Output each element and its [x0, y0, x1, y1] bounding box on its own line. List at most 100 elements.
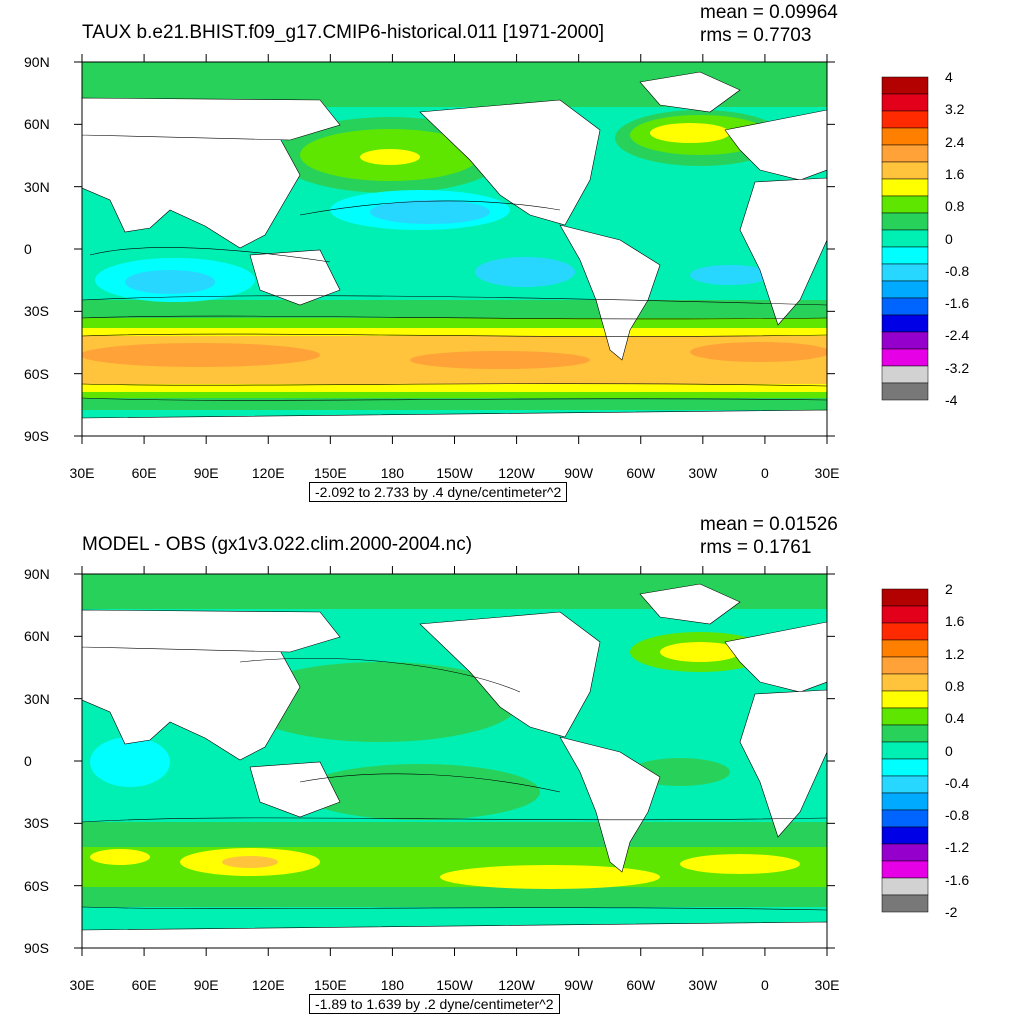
colorbar-swatch	[881, 212, 929, 231]
contour-info: -2.092 to 2.733 by .4 dyne/centimeter^2	[309, 482, 568, 502]
mean-value: mean = 0.01526	[700, 514, 838, 535]
colorbar-swatch	[881, 93, 929, 112]
colorbar-swatch	[881, 741, 929, 760]
contour-info: -1.89 to 1.639 by .2 dyne/centimeter^2	[309, 994, 560, 1014]
lon-label: 0	[761, 465, 769, 481]
colorbar-tick-label: 1.2	[945, 645, 965, 662]
lon-label: 120E	[251, 465, 285, 481]
colorbar-swatch	[881, 314, 929, 333]
contour-lines	[82, 200, 827, 401]
colorbar-tick-label: 2	[945, 581, 953, 597]
lon-label: 0	[761, 977, 769, 993]
colorbar-tick-label: -1.6	[945, 295, 970, 312]
lat-label: 90N	[24, 566, 50, 582]
colorbar-swatch	[881, 673, 929, 692]
north-pacific-positive	[240, 662, 520, 742]
colorbar-swatch	[881, 877, 929, 896]
lat-label: 90S	[24, 940, 49, 956]
lon-label: 30E	[69, 465, 95, 481]
colorbar-tick-label: -4	[945, 392, 958, 408]
colorbar-tick-label: -2.4	[945, 327, 970, 344]
colorbar-swatch	[881, 588, 929, 607]
lon-label: 180	[380, 465, 405, 481]
colorbar-tick-label: 0.8	[945, 198, 965, 215]
colorbar-swatch	[881, 263, 929, 282]
lon-label: 150E	[313, 465, 347, 481]
lon-label: 120W	[498, 465, 535, 481]
indian-negative	[90, 737, 170, 787]
lon-label: 60W	[626, 465, 656, 481]
colorbar-swatch	[881, 826, 929, 845]
lon-label: 150W	[436, 977, 473, 993]
lon-label: 150E	[313, 977, 347, 993]
colorbar-swatch	[881, 246, 929, 265]
colorbar-swatch	[881, 809, 929, 828]
colorbar	[881, 76, 929, 401]
colorbar-swatch	[881, 365, 929, 384]
contour-lines	[82, 657, 827, 911]
colorbar-tick-label: 0.8	[945, 677, 965, 694]
lon-label: 120E	[251, 977, 285, 993]
colorbar-swatch	[881, 690, 929, 709]
model-obs-panel: MODEL - OBS (gx1v3.022.clim.2000-2004.nc…	[0, 512, 1024, 1024]
colorbar-swatch	[881, 280, 929, 299]
lat-label: 0	[24, 753, 32, 769]
colorbar-swatch	[881, 229, 929, 248]
lon-label: 30W	[688, 977, 718, 993]
diff-map	[74, 566, 929, 956]
taux-panel: TAUX b.e21.BHIST.f09_g17.CMIP6-historica…	[24, 2, 970, 502]
lon-label: 150W	[436, 465, 473, 481]
lon-label: 120W	[498, 977, 535, 993]
colorbar-tick-label: 0	[945, 742, 953, 759]
colorbar-swatch	[881, 775, 929, 794]
colorbar-swatch	[881, 656, 929, 675]
lat-label: 60N	[24, 628, 50, 645]
colorbar-tick-label: -0.8	[945, 807, 970, 824]
colorbar-tick-label: 3.2	[945, 101, 965, 118]
lon-label: 60E	[131, 977, 157, 993]
mean-value: mean = 0.09964	[700, 2, 838, 23]
lon-label: 30E	[814, 977, 840, 993]
land-mask	[82, 583, 827, 948]
colorbar-swatch	[881, 76, 929, 95]
lat-label: 60S	[24, 877, 49, 894]
colorbar-tick-label: 0.4	[945, 710, 965, 727]
land-mask	[82, 71, 827, 436]
lon-label: 60W	[626, 977, 656, 993]
colorbar-tick-label: -1.2	[945, 839, 970, 856]
lon-label: 30E	[814, 465, 840, 481]
colorbar-swatch	[881, 792, 929, 811]
panel-title: TAUX b.e21.BHIST.f09_g17.CMIP6-historica…	[82, 22, 605, 43]
lat-label: 30S	[24, 303, 49, 320]
lon-label: 180	[380, 977, 405, 993]
colorbar-swatch	[881, 382, 929, 401]
colorbar-tick-label: 1.6	[945, 613, 965, 630]
colorbar-swatch	[881, 161, 929, 180]
lat-label: 90S	[24, 428, 49, 444]
colorbar-swatch	[881, 843, 929, 862]
axis-ticks	[74, 54, 835, 444]
colorbar-swatch	[881, 110, 929, 129]
colorbar-tick-label: 2.4	[945, 133, 965, 150]
colorbar-swatch	[881, 622, 929, 641]
colorbar-swatch	[881, 127, 929, 146]
colorbar-swatch	[881, 639, 929, 658]
lat-label: 90N	[24, 54, 50, 70]
panel-title: MODEL - OBS (gx1v3.022.clim.2000-2004.nc…	[82, 534, 473, 555]
colorbar-swatch	[881, 195, 929, 214]
lon-label: 30E	[69, 977, 95, 993]
colorbar-tick-label: -1.6	[945, 871, 970, 888]
colorbar-tick-label: -2	[945, 904, 958, 920]
rms-value: rms = 0.1761	[700, 537, 812, 558]
colorbar-tick-label: -0.4	[945, 774, 970, 791]
taux-map	[74, 54, 929, 444]
colorbar-swatch	[881, 758, 929, 777]
colorbar-tick-label: -3.2	[945, 359, 970, 376]
colorbar-swatch	[881, 348, 929, 367]
colorbar	[881, 588, 929, 913]
lat-label: 60S	[24, 365, 49, 382]
colorbar-swatch	[881, 178, 929, 197]
lat-label: 30N	[24, 690, 50, 707]
lon-label: 90W	[564, 465, 594, 481]
colorbar-swatch	[881, 894, 929, 913]
